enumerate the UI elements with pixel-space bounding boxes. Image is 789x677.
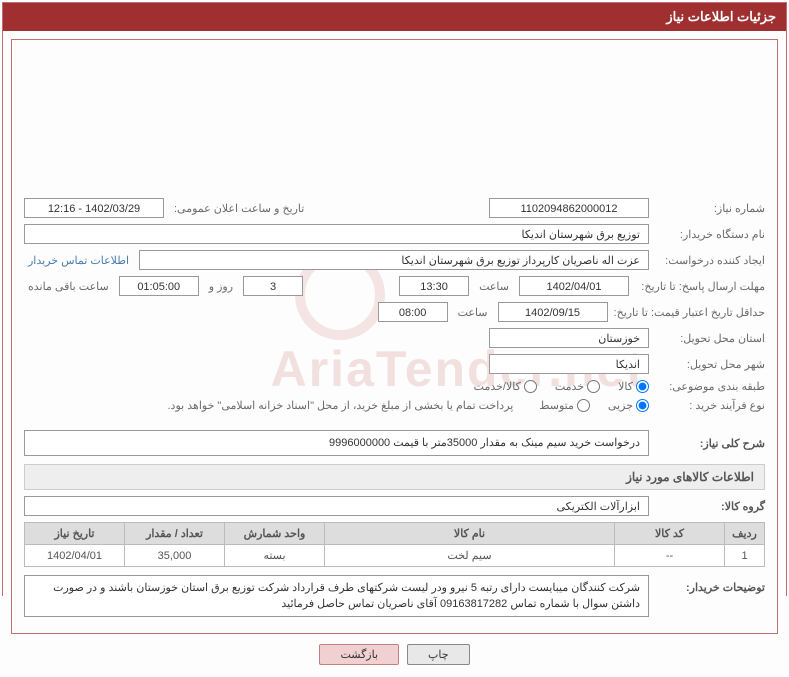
td-code: -- — [615, 545, 725, 567]
td-name: سیم لخت — [325, 545, 615, 567]
buyer-org-value: توزیع برق شهرستان اندیکا — [24, 224, 649, 244]
td-row: 1 — [725, 545, 765, 567]
row-requester: ایجاد کننده درخواست: عزت اله ناصریان کار… — [24, 250, 765, 270]
details-panel: AriaTender.net شماره نیاز: 1102094862000… — [11, 39, 778, 634]
th-date: تاریخ نیاز — [25, 523, 125, 545]
td-date: 1402/04/01 — [25, 545, 125, 567]
remaining-time: 01:05:00 — [119, 276, 199, 296]
row-deadline: مهلت ارسال پاسخ: تا تاریخ: 1402/04/01 سا… — [24, 276, 765, 296]
radio-small-input[interactable] — [636, 399, 649, 412]
row-province: استان محل تحویل: خوزستان — [24, 328, 765, 348]
process-radios: جزیی متوسط — [525, 399, 649, 412]
deadline-label: مهلت ارسال پاسخ: تا تاریخ: — [635, 280, 765, 293]
buyer-org-label: نام دستگاه خریدار: — [655, 228, 765, 241]
city-label: شهر محل تحویل: — [655, 358, 765, 371]
radio-medium-input[interactable] — [577, 399, 590, 412]
radio-both-label: کالا/خدمت — [474, 380, 521, 393]
province-value: خوزستان — [489, 328, 649, 348]
deadline-time: 13:30 — [399, 276, 469, 296]
remaining-label: ساعت باقی مانده — [24, 280, 113, 293]
radio-goods-input[interactable] — [636, 380, 649, 393]
row-group: گروه کالا: ابزارآلات الکتریکی — [24, 496, 765, 516]
buyer-notes-value: شرکت کنندگان میبایست دارای رتبه 5 نیرو و… — [24, 575, 649, 617]
radio-medium-label: متوسط — [539, 399, 574, 412]
th-name: نام کالا — [325, 523, 615, 545]
radio-both[interactable]: کالا/خدمت — [474, 380, 537, 393]
days-and-label: روز و — [205, 280, 237, 293]
requester-label: ایجاد کننده درخواست: — [655, 254, 765, 267]
request-no-value: 1102094862000012 — [489, 198, 649, 218]
th-row: ردیف — [725, 523, 765, 545]
back-button[interactable]: بازگشت — [319, 644, 399, 665]
request-no-label: شماره نیاز: — [655, 202, 765, 215]
row-request-no: شماره نیاز: 1102094862000012 تاریخ و ساع… — [24, 198, 765, 218]
row-buyer-notes: توضیحات خریدار: شرکت کنندگان میبایست دار… — [24, 575, 765, 617]
summary-value: درخواست خرید سیم مینک به مقدار 35000متر … — [24, 430, 649, 456]
row-category: طبقه بندی موضوعی: کالا خدمت کالا/خدمت — [24, 380, 765, 393]
validity-label: حداقل تاریخ اعتبار قیمت: تا تاریخ: — [614, 306, 765, 319]
row-buyer-org: نام دستگاه خریدار: توزیع برق شهرستان اند… — [24, 224, 765, 244]
td-qty: 35,000 — [125, 545, 225, 567]
radio-small-label: جزیی — [608, 399, 633, 412]
radio-goods[interactable]: کالا — [618, 380, 649, 393]
row-validity: حداقل تاریخ اعتبار قیمت: تا تاریخ: 1402/… — [24, 302, 765, 322]
buyer-notes-label: توضیحات خریدار: — [655, 575, 765, 594]
province-label: استان محل تحویل: — [655, 332, 765, 345]
goods-table: ردیف کد کالا نام کالا واحد شمارش تعداد /… — [24, 522, 765, 567]
panel-title: جزئیات اطلاعات نیاز — [3, 3, 786, 31]
th-qty: تعداد / مقدار — [125, 523, 225, 545]
content-area: AriaTender.net شماره نیاز: 1102094862000… — [3, 31, 786, 677]
table-row: 1 -- سیم لخت بسته 35,000 1402/04/01 — [25, 545, 765, 567]
deadline-date: 1402/04/01 — [519, 276, 629, 296]
requester-value: عزت اله ناصریان کارپرداز توزیع برق شهرست… — [139, 250, 649, 270]
main-panel: جزئیات اطلاعات نیاز AriaTender.net شماره… — [2, 2, 787, 596]
process-label: نوع فرآیند خرید : — [655, 399, 765, 412]
validity-time-label: ساعت — [454, 306, 492, 319]
group-label: گروه کالا: — [655, 500, 765, 513]
announce-label: تاریخ و ساعت اعلان عمومی: — [170, 202, 308, 215]
radio-small[interactable]: جزیی — [608, 399, 649, 412]
radio-service-input[interactable] — [587, 380, 600, 393]
radio-goods-label: کالا — [618, 380, 633, 393]
deadline-time-label: ساعت — [475, 280, 513, 293]
group-value: ابزارآلات الکتریکی — [24, 496, 649, 516]
td-unit: بسته — [225, 545, 325, 567]
buyer-contact-link[interactable]: اطلاعات تماس خریدار — [24, 254, 133, 267]
process-note: پرداخت تمام یا بخشی از مبلغ خرید، از محل… — [168, 399, 520, 412]
print-button[interactable]: چاپ — [407, 644, 470, 665]
radio-medium[interactable]: متوسط — [539, 399, 590, 412]
announce-value: 1402/03/29 - 12:16 — [24, 198, 164, 218]
row-process: نوع فرآیند خرید : جزیی متوسط پرداخت تمام… — [24, 399, 765, 412]
radio-service-label: خدمت — [555, 380, 584, 393]
radio-service[interactable]: خدمت — [555, 380, 600, 393]
summary-label: شرح کلی نیاز: — [655, 437, 765, 450]
row-summary: شرح کلی نیاز: درخواست خرید سیم مینک به م… — [24, 430, 765, 456]
category-label: طبقه بندی موضوعی: — [655, 380, 765, 393]
row-city: شهر محل تحویل: اندیکا — [24, 354, 765, 374]
validity-time: 08:00 — [378, 302, 448, 322]
th-code: کد کالا — [615, 523, 725, 545]
goods-section-header: اطلاعات کالاهای مورد نیاز — [24, 464, 765, 490]
category-radios: کالا خدمت کالا/خدمت — [460, 380, 649, 393]
radio-both-input[interactable] — [524, 380, 537, 393]
city-value: اندیکا — [489, 354, 649, 374]
table-header-row: ردیف کد کالا نام کالا واحد شمارش تعداد /… — [25, 523, 765, 545]
th-unit: واحد شمارش — [225, 523, 325, 545]
footer-buttons: چاپ بازگشت — [11, 634, 778, 669]
validity-date: 1402/09/15 — [498, 302, 608, 322]
days-count: 3 — [243, 276, 303, 296]
